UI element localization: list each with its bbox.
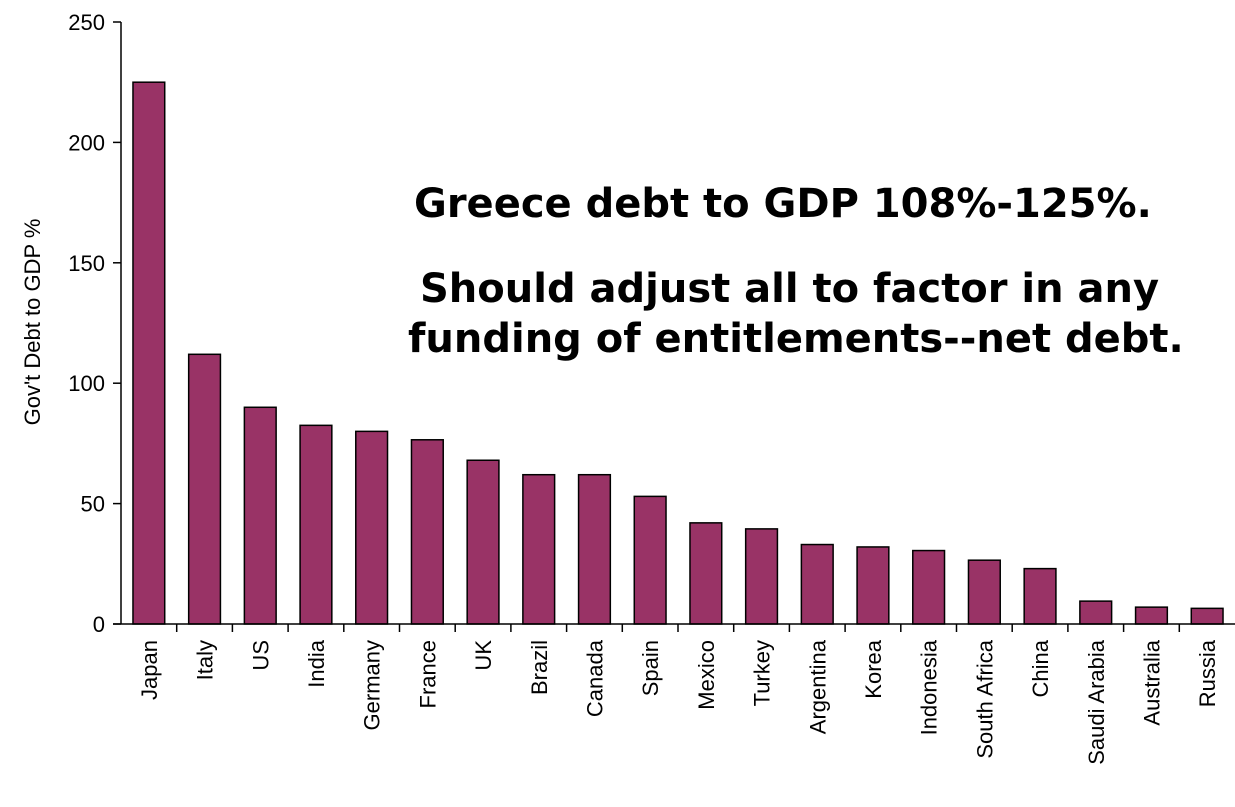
x-tick-label: South Africa [972,639,997,758]
bar-turkey [744,528,779,625]
y-tick-label: 100 [68,371,105,396]
y-tick-label: 150 [68,251,105,276]
x-tick-label: Turkey [750,640,775,706]
x-tick-label: China [1028,639,1053,697]
bar-germany [355,430,389,625]
bar-indonesia [912,549,946,625]
bar-france [410,439,444,625]
x-tick-label: France [415,640,440,708]
x-tick-label: Russia [1195,639,1220,707]
x-tick-label: UK [471,640,496,671]
x-tick-label: US [248,640,273,671]
x-tick-label: Saudi Arabia [1084,639,1109,765]
bar-russia [1190,607,1224,625]
annotation-adjust-line1: Should adjust all to factor in any [420,266,1160,312]
y-tick-label: 250 [68,10,105,35]
x-tick-label: Italy [193,640,218,680]
y-axis-title: Gov't Debt to GDP % [20,219,45,426]
y-tick-label: 200 [68,130,105,155]
bar-south-africa [967,559,1001,625]
x-tick-label: Brazil [527,640,552,695]
bar-india [299,424,333,625]
bar-saudi-arabia [1079,600,1113,625]
y-tick-label: 50 [81,492,105,517]
bar-italy [187,353,222,625]
y-ticks-group: 0 50 100 150 200 250 [68,10,121,637]
x-tick-label: Mexico [694,640,719,710]
annotation-greece: Greece debt to GDP 108%-125%. [414,181,1152,227]
bar-uk [466,459,500,625]
y-tick-label: 0 [93,612,105,637]
x-tick-label: Japan [137,640,162,700]
bar-australia [1134,606,1169,625]
bar-us [243,406,277,625]
bar-korea [856,546,890,625]
bars-group [132,81,1224,625]
x-tick-label: Korea [861,639,886,698]
bar-japan [132,81,166,625]
x-tick-label: Canada [582,639,607,717]
bar-argentina [800,543,834,625]
x-tick-label: India [304,639,329,687]
x-tick-label: Argentina [805,639,830,734]
x-ticks-group: Japan Italy US India Germany France UK Brazil Ca… [137,624,1220,765]
x-tick-label: Spain [638,640,663,696]
x-tick-label: Indonesia [917,639,942,735]
annotation-adjust-line2: funding of entitlements--net debt. [408,316,1184,362]
bar-mexico [689,522,723,625]
bar-brazil [522,473,556,625]
bar-spain [633,495,667,625]
x-tick-label: Australia [1139,639,1164,725]
x-tick-label: Germany [360,640,385,730]
bar-china [1023,567,1057,625]
bar-canada [577,473,612,625]
